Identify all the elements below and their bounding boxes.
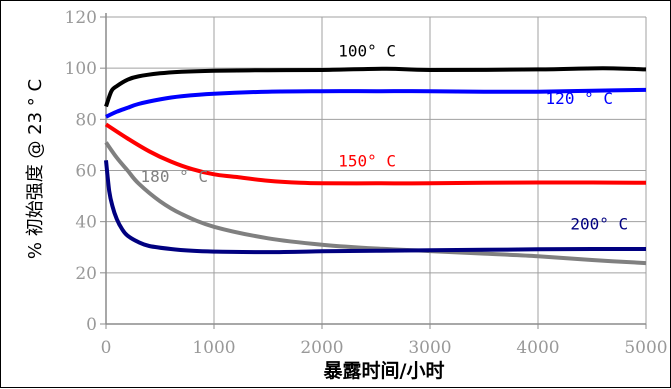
x-tick-label-5: 5000 [624,338,667,358]
series-annotation-2: 150° C [338,152,396,171]
x-tick-label-1: 1000 [192,338,235,358]
series-annotation-0: 100° C [338,42,396,61]
series-line-1 [105,87,647,119]
series-annotations: 100° C 120 ° C 150° C 180 ° C 200° C [141,42,629,234]
series-line-3 [104,141,647,266]
y-tick-label-0: 0 [86,315,97,335]
x-tick-label-3: 3000 [408,338,451,358]
y-tick-label-6: 120 [65,8,97,28]
y-tick-label-2: 40 [75,213,97,233]
series-annotation-1: 120 ° C [546,89,613,108]
y-tick-label-4: 80 [75,110,97,130]
series-annotation-4: 200° C [570,214,628,233]
y-axis-title: % 初始强度 @ 23 ° C [25,79,46,259]
x-tick-label-0: 0 [101,338,112,358]
y-tick-label-3: 60 [75,162,97,182]
y-tick-label-5: 100 [65,59,97,79]
series-line-4 [104,160,646,255]
series-line-0 [104,66,647,108]
x-tick-label-4: 4000 [516,338,559,358]
x-axis-title: 暴露时间/小时 [324,360,445,382]
series-line-2 [104,122,647,186]
tick-labels: 0 20 40 60 80 100 120 0 1000 2000 3000 4000 5000 [65,8,668,358]
series-annotation-3: 180 ° C [141,167,208,186]
series-lines [104,66,647,266]
y-tick-label-1: 20 [75,264,97,284]
x-tick-label-2: 2000 [300,338,343,358]
